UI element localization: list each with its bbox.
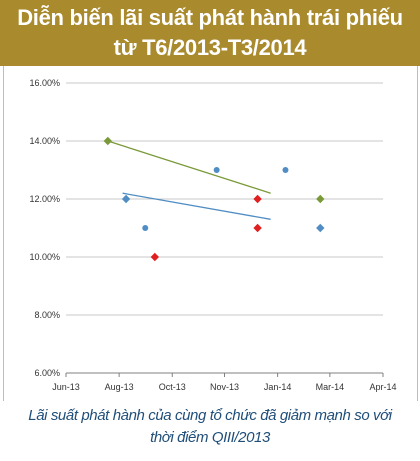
chart-title-line-2: từ T6/2013-T3/2014 bbox=[113, 35, 307, 60]
y-tick-label: 12.00% bbox=[29, 194, 60, 204]
title-banner: Diễn biến lãi suất phát hành trái phiếu … bbox=[0, 0, 420, 66]
data-point-diamond bbox=[150, 252, 160, 262]
data-point-circle bbox=[142, 225, 149, 231]
gridlines bbox=[66, 82, 383, 316]
y-tick-label: 8.00% bbox=[34, 310, 60, 320]
caption: Lãi suất phát hành của cùng tổ chức đã g… bbox=[0, 405, 420, 449]
y-tick-label: 16.00% bbox=[29, 78, 60, 88]
caption-line-1: Lãi suất phát hành của cùng tổ chức đã g… bbox=[28, 407, 392, 424]
x-tick-label: Apr-14 bbox=[369, 382, 396, 392]
data-point-diamond bbox=[316, 223, 325, 233]
data-point-circle bbox=[213, 167, 220, 173]
x-tick-label: Aug-13 bbox=[105, 382, 134, 392]
y-tick-label: 14.00% bbox=[29, 136, 60, 146]
axes: 6.00% 8.00% 10.00% 12.00% 14.00% 16.00% Jun-13… bbox=[29, 78, 396, 392]
x-tick-label: Mar-14 bbox=[316, 382, 345, 392]
y-tick-label: 10.00% bbox=[29, 252, 60, 262]
data-point-diamond bbox=[253, 223, 262, 233]
x-tick-label: Nov-13 bbox=[210, 382, 239, 392]
trendline bbox=[122, 192, 271, 220]
data-point-diamond bbox=[103, 136, 113, 146]
data-point-diamond bbox=[316, 194, 325, 204]
trendlines bbox=[107, 140, 271, 220]
trendline bbox=[107, 140, 271, 194]
data-point-circle bbox=[282, 167, 289, 173]
x-tick-label: Jan-14 bbox=[264, 382, 292, 392]
data-point-diamond bbox=[253, 194, 262, 204]
data-point-diamond bbox=[121, 194, 131, 204]
chart-title-line-1: Diễn biến lãi suất phát hành trái phiếu bbox=[17, 5, 403, 30]
y-tick-label: 6.00% bbox=[34, 368, 60, 378]
x-tick-label: Jun-13 bbox=[52, 382, 80, 392]
chart-panel: 6.00% 8.00% 10.00% 12.00% 14.00% 16.00% Jun-13… bbox=[3, 66, 418, 401]
x-tick-label: Oct-13 bbox=[159, 382, 186, 392]
scatter-chart: 6.00% 8.00% 10.00% 12.00% 14.00% 16.00% Jun-13… bbox=[29, 78, 396, 392]
caption-line-2: thời điểm QIII/2013 bbox=[150, 429, 270, 446]
